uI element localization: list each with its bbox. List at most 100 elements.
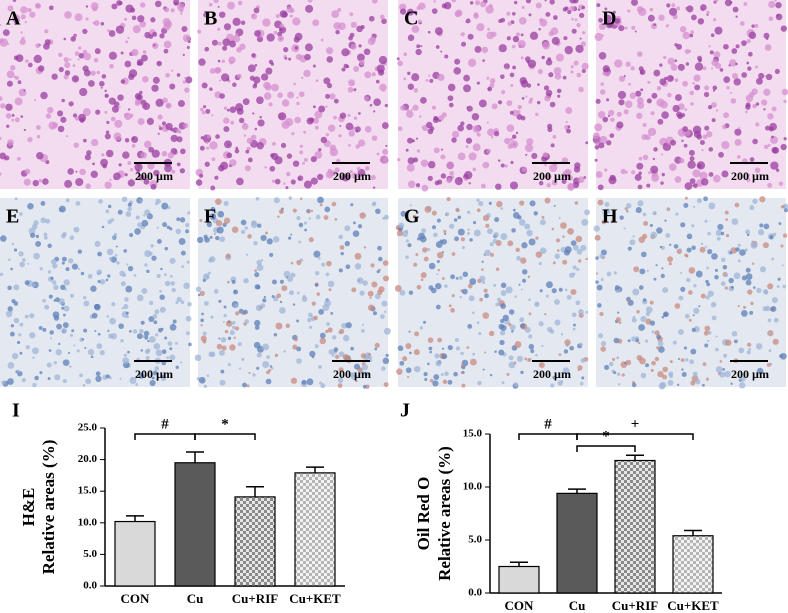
cell (441, 250, 445, 254)
cell (104, 133, 111, 140)
cell (320, 38, 324, 42)
cell (310, 177, 318, 185)
cell (552, 261, 556, 265)
cell (8, 258, 11, 262)
cell (662, 287, 669, 294)
cell (511, 134, 517, 139)
cell (581, 218, 589, 226)
cell (209, 87, 213, 91)
cell (266, 33, 275, 42)
cell (769, 122, 777, 131)
cell (520, 288, 523, 291)
cell (146, 269, 150, 274)
cell (504, 67, 508, 70)
cell (104, 89, 107, 93)
cell (87, 80, 95, 87)
cell (689, 359, 695, 365)
cell (153, 320, 158, 325)
cell (572, 327, 576, 331)
cell (71, 75, 80, 83)
cell (169, 83, 176, 90)
cell (7, 306, 13, 312)
cell (331, 353, 335, 357)
cell (755, 65, 758, 69)
cell (525, 95, 528, 98)
cell (567, 9, 572, 15)
cell (353, 88, 357, 92)
cell (247, 234, 252, 239)
cell (665, 233, 671, 238)
cell (615, 317, 621, 323)
cell (554, 73, 562, 80)
x-tick-label: CON (505, 598, 535, 613)
cell (215, 198, 222, 206)
cell (581, 62, 589, 70)
cell (624, 207, 628, 211)
cell (707, 231, 711, 236)
cell (199, 290, 205, 296)
cell (57, 110, 64, 117)
cell (75, 177, 84, 187)
cell (209, 235, 213, 239)
cell (725, 233, 730, 238)
cell (188, 342, 192, 347)
cell (432, 225, 437, 230)
cell (83, 52, 92, 61)
cell (525, 0, 532, 4)
cell (735, 62, 738, 66)
cell (784, 208, 788, 213)
cell (720, 281, 726, 287)
cell (294, 46, 299, 50)
cell (433, 232, 438, 238)
cell (7, 361, 15, 369)
cell (38, 325, 43, 330)
cell (63, 37, 67, 41)
cell (260, 234, 267, 242)
cell (714, 275, 719, 280)
cell (0, 172, 2, 176)
significance-bracket (518, 433, 578, 440)
cell (195, 286, 202, 293)
cell (96, 70, 101, 75)
cell (473, 13, 479, 19)
cell (777, 277, 781, 281)
cell (748, 31, 757, 40)
significance-bracket (194, 433, 256, 440)
cell (534, 301, 540, 307)
cell (294, 32, 303, 41)
x-tick-label: Cu+KET (289, 591, 341, 606)
cell (0, 23, 2, 26)
cell (76, 349, 80, 353)
significance-mark: * (221, 416, 229, 432)
cell (526, 229, 533, 237)
cell (6, 124, 10, 128)
cell (259, 115, 262, 119)
cell (303, 130, 307, 134)
cell (481, 183, 486, 189)
cell (236, 108, 244, 115)
cell (368, 352, 371, 356)
cell (132, 329, 138, 334)
cell (16, 369, 20, 373)
cell (94, 329, 97, 333)
cell (668, 163, 677, 171)
cell (597, 303, 602, 308)
cell (415, 211, 419, 215)
cell (712, 85, 718, 91)
cell (460, 371, 464, 374)
cell (685, 62, 690, 66)
cell (396, 230, 403, 237)
cell (27, 136, 33, 143)
cell (429, 78, 434, 83)
significance-mark: # (544, 416, 552, 432)
cell (340, 251, 344, 256)
cell (353, 363, 361, 370)
cell (208, 2, 213, 7)
cell (135, 215, 140, 220)
cell (292, 208, 297, 213)
cell (782, 233, 788, 238)
cell (676, 6, 681, 11)
micrograph (194, 196, 391, 389)
cell (12, 0, 17, 3)
cell (421, 184, 429, 192)
